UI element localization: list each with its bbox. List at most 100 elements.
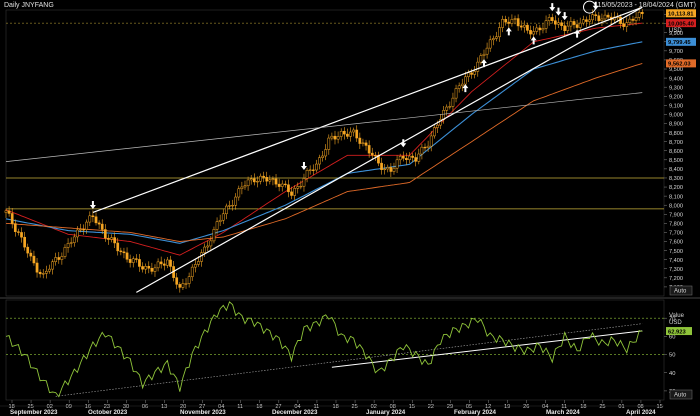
osc-value-label: Value <box>669 313 685 319</box>
candle-body <box>200 252 203 262</box>
candle-body <box>44 270 48 274</box>
candle-body <box>79 229 82 231</box>
candle-body <box>166 259 169 266</box>
candle-body <box>535 27 539 32</box>
candle-body <box>373 155 377 157</box>
x-day-label: 18 <box>256 404 262 410</box>
candle-body <box>501 19 504 28</box>
candle-body <box>26 246 30 254</box>
x-day-label: 11 <box>313 404 319 410</box>
candle-body <box>426 145 430 148</box>
price-tag-label: 9,562.03 <box>668 62 691 68</box>
candle-body <box>578 22 582 28</box>
candle-body <box>581 19 585 24</box>
osc-value-tag-label: 62.923 <box>668 329 687 335</box>
candle-body <box>274 178 278 185</box>
osc-tick-label: 40 <box>669 371 675 377</box>
candle-body <box>181 283 185 288</box>
candle-body <box>38 271 42 275</box>
candle-body <box>364 142 368 146</box>
price-tick-label: 9,000 <box>669 113 683 119</box>
candle-body <box>491 38 495 41</box>
candle-body <box>386 167 390 170</box>
price-tag-label: 9,799.45 <box>668 40 691 46</box>
price-tick-label: 8,900 <box>669 122 683 128</box>
candle-body <box>479 55 483 63</box>
x-axis: 18 25 02 09 16 23 30 06 13 20 27 04 11 18 27 04 11 18 25 02… <box>0 400 664 416</box>
candle-body <box>408 155 411 160</box>
candle-body <box>290 191 293 196</box>
price-tick-label: 9,900 <box>669 31 683 37</box>
candle-body <box>606 14 610 18</box>
candle-body <box>488 39 492 49</box>
price-tick-label: 9,300 <box>669 85 683 91</box>
price-tick-label: 9,500 <box>669 67 683 73</box>
candle-body <box>448 106 452 108</box>
candle-body <box>457 85 461 89</box>
candle-body <box>516 18 520 27</box>
candle-body <box>51 261 54 270</box>
candle-body <box>628 18 632 23</box>
price-tag-label: 10,005.40 <box>668 21 694 27</box>
x-day-label: 20 <box>180 404 186 410</box>
candle-body <box>119 250 123 253</box>
candle-body <box>411 155 414 158</box>
candle-body <box>193 264 197 268</box>
candle-body <box>63 247 67 257</box>
x-day-label: 29 <box>447 404 453 410</box>
candle-body <box>215 221 219 230</box>
candle-body <box>287 184 290 193</box>
candle-body <box>327 137 331 150</box>
price-tick-label: 8,800 <box>669 131 683 137</box>
x-month-label: April 2024 <box>626 409 656 416</box>
price-tick-label: 8,100 <box>669 194 683 200</box>
moving-average-line <box>5 22 643 256</box>
candle-body <box>41 273 45 275</box>
price-tick-label: 8,500 <box>669 158 683 164</box>
candle-body <box>48 268 51 272</box>
price-unit-label: USD <box>669 28 682 34</box>
price-tick-label: 7,900 <box>669 212 683 218</box>
price-tick-label: 7,300 <box>669 267 683 273</box>
x-day-label: 26 <box>523 404 529 410</box>
candle-body <box>470 72 473 75</box>
candle-body <box>35 262 39 273</box>
price-tick-label: 8,700 <box>669 140 683 146</box>
down-arrow-icon <box>89 201 96 210</box>
candle-body <box>113 237 116 244</box>
candle-body <box>395 159 399 169</box>
candle-body <box>336 136 340 140</box>
candle-body <box>401 156 405 159</box>
x-day-label: 19 <box>504 404 510 410</box>
candle-body <box>66 243 70 248</box>
x-day-label: 18 <box>333 404 339 410</box>
candle-body <box>532 31 535 35</box>
candle-body <box>594 14 598 16</box>
candle-body <box>187 276 191 284</box>
candle-body <box>144 266 148 270</box>
auto-scale-button <box>669 285 693 296</box>
candle-body <box>420 146 424 155</box>
candle-body <box>349 131 352 137</box>
candle-body <box>4 210 8 213</box>
candle-body <box>271 178 275 181</box>
candle-body <box>54 257 58 262</box>
candle-body <box>7 210 11 214</box>
x-day-label: 27 <box>275 404 281 410</box>
candle-body <box>29 252 33 257</box>
candle-body <box>60 256 64 260</box>
candle-body <box>637 11 641 18</box>
candle-body <box>640 11 644 14</box>
candle-body <box>20 232 23 238</box>
candle-body <box>634 17 638 21</box>
candle-body <box>147 266 151 269</box>
price-plot-frame <box>5 9 665 297</box>
candle-body <box>622 23 626 27</box>
candle-body <box>246 179 250 187</box>
candle-body <box>330 135 334 139</box>
candle-body <box>212 229 216 242</box>
date-range: 15/05/2023 - 18/04/2024 (GMT) <box>597 2 696 9</box>
x-day-label: 25 <box>599 404 605 410</box>
price-tick-label: 7,200 <box>669 276 683 282</box>
price-tag-label: 10,113.81 <box>668 12 694 18</box>
